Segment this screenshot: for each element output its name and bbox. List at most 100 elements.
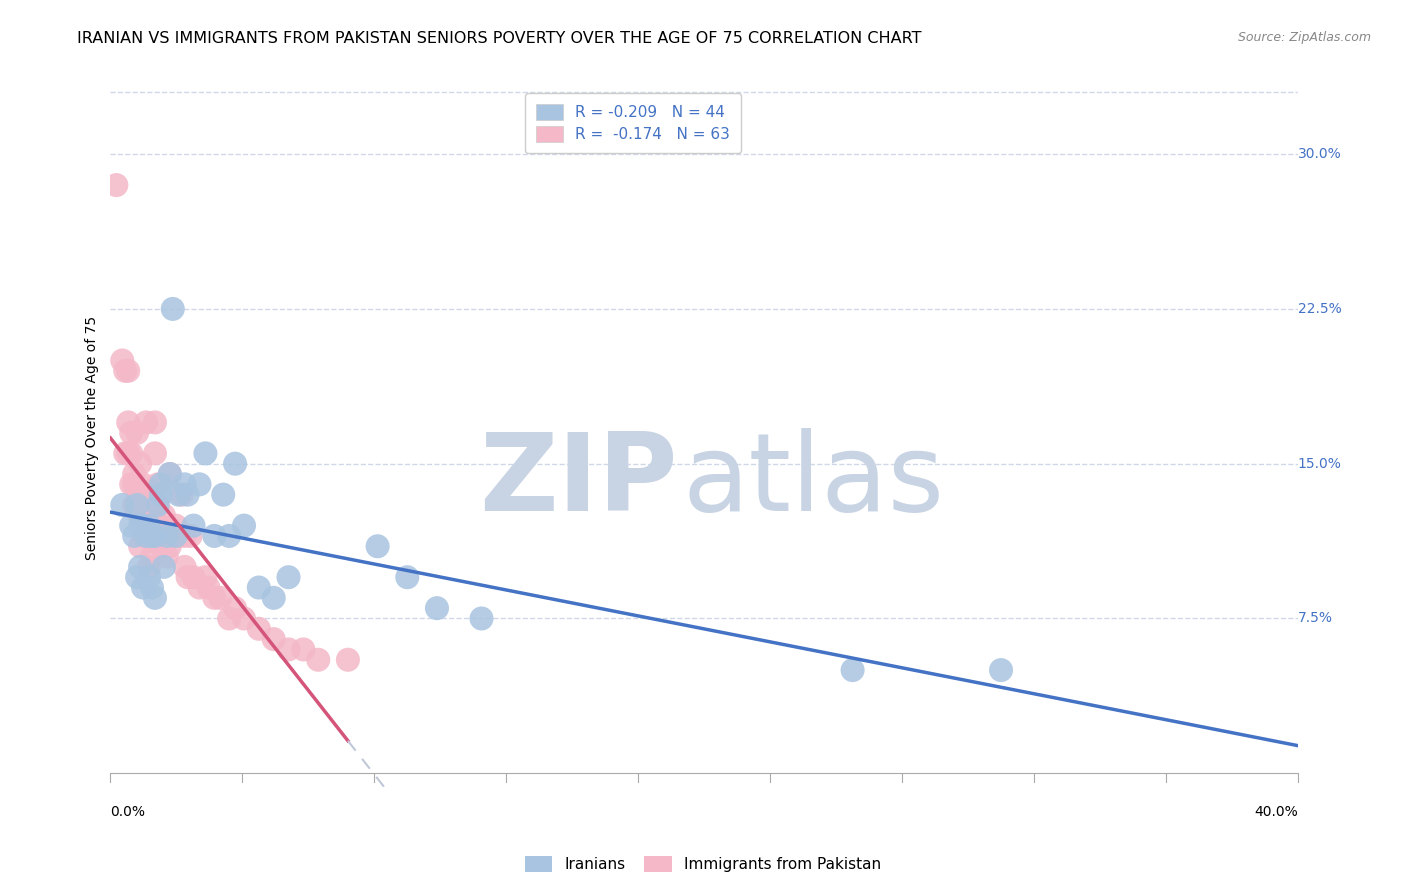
Point xyxy=(146,498,169,512)
Point xyxy=(173,477,195,491)
Point xyxy=(127,570,149,584)
Point xyxy=(277,642,299,657)
Point xyxy=(114,364,136,378)
Point xyxy=(132,529,155,543)
Point xyxy=(218,529,240,543)
Point xyxy=(143,416,166,430)
Point xyxy=(120,446,142,460)
Point xyxy=(127,425,149,440)
Point xyxy=(135,508,157,523)
Point xyxy=(233,611,256,625)
Point xyxy=(111,498,134,512)
Text: ZIP: ZIP xyxy=(479,427,678,533)
Point xyxy=(117,416,139,430)
Point xyxy=(202,591,225,605)
Legend: R = -0.209   N = 44, R =  -0.174   N = 63: R = -0.209 N = 44, R = -0.174 N = 63 xyxy=(524,93,741,153)
Point xyxy=(143,529,166,543)
Point xyxy=(143,591,166,605)
Point xyxy=(141,549,163,564)
Point xyxy=(307,653,329,667)
Text: 15.0%: 15.0% xyxy=(1298,457,1341,471)
Point xyxy=(129,508,152,523)
Point xyxy=(165,518,187,533)
Point xyxy=(141,529,163,543)
Point xyxy=(122,467,145,481)
Point xyxy=(143,446,166,460)
Point xyxy=(159,467,181,481)
Point xyxy=(194,446,217,460)
Text: IRANIAN VS IMMIGRANTS FROM PAKISTAN SENIORS POVERTY OVER THE AGE OF 75 CORRELATI: IRANIAN VS IMMIGRANTS FROM PAKISTAN SENI… xyxy=(77,31,922,46)
Point xyxy=(149,488,172,502)
Point xyxy=(153,508,176,523)
Point xyxy=(132,581,155,595)
Point xyxy=(183,518,205,533)
Point xyxy=(470,611,492,625)
Legend: Iranians, Immigrants from Pakistan: Iranians, Immigrants from Pakistan xyxy=(517,848,889,880)
Point xyxy=(212,488,235,502)
Point xyxy=(141,581,163,595)
Point xyxy=(990,663,1012,677)
Point xyxy=(132,518,155,533)
Point xyxy=(132,498,155,512)
Point xyxy=(138,518,160,533)
Point xyxy=(156,549,179,564)
Point xyxy=(122,498,145,512)
Text: 22.5%: 22.5% xyxy=(1298,301,1341,316)
Point xyxy=(336,653,359,667)
Point xyxy=(129,560,152,574)
Point xyxy=(146,498,169,512)
Point xyxy=(105,178,128,192)
Text: 0.0%: 0.0% xyxy=(111,805,145,819)
Point xyxy=(149,539,172,553)
Point xyxy=(129,539,152,553)
Point xyxy=(156,529,179,543)
Point xyxy=(159,467,181,481)
Point xyxy=(367,539,389,553)
Point xyxy=(176,570,198,584)
Point xyxy=(162,529,184,543)
Point xyxy=(138,518,160,533)
Text: 30.0%: 30.0% xyxy=(1298,147,1341,161)
Point xyxy=(188,581,211,595)
Point xyxy=(129,488,152,502)
Point xyxy=(165,529,187,543)
Point xyxy=(247,622,270,636)
Point xyxy=(209,591,232,605)
Point xyxy=(117,364,139,378)
Point xyxy=(247,581,270,595)
Point xyxy=(127,498,149,512)
Point xyxy=(233,518,256,533)
Point xyxy=(841,663,863,677)
Point xyxy=(135,416,157,430)
Point xyxy=(153,560,176,574)
Point xyxy=(143,498,166,512)
Point xyxy=(292,642,315,657)
Point xyxy=(114,446,136,460)
Point xyxy=(138,560,160,574)
Point xyxy=(122,529,145,543)
Point xyxy=(153,539,176,553)
Point xyxy=(167,529,190,543)
Point xyxy=(170,488,193,502)
Point xyxy=(224,601,246,615)
Point xyxy=(129,518,152,533)
Point xyxy=(149,518,172,533)
Point xyxy=(120,518,142,533)
Point xyxy=(132,477,155,491)
Y-axis label: Seniors Poverty Over the Age of 75: Seniors Poverty Over the Age of 75 xyxy=(86,316,100,560)
Text: atlas: atlas xyxy=(683,427,945,533)
Point xyxy=(122,477,145,491)
Point xyxy=(183,570,205,584)
Point xyxy=(188,477,211,491)
Point xyxy=(176,488,198,502)
Point xyxy=(218,611,240,625)
Point xyxy=(173,529,195,543)
Point xyxy=(277,570,299,584)
Point xyxy=(173,560,195,574)
Point xyxy=(197,581,219,595)
Point xyxy=(263,591,285,605)
Point xyxy=(135,529,157,543)
Text: 40.0%: 40.0% xyxy=(1254,805,1298,819)
Point xyxy=(127,498,149,512)
Point xyxy=(138,570,160,584)
